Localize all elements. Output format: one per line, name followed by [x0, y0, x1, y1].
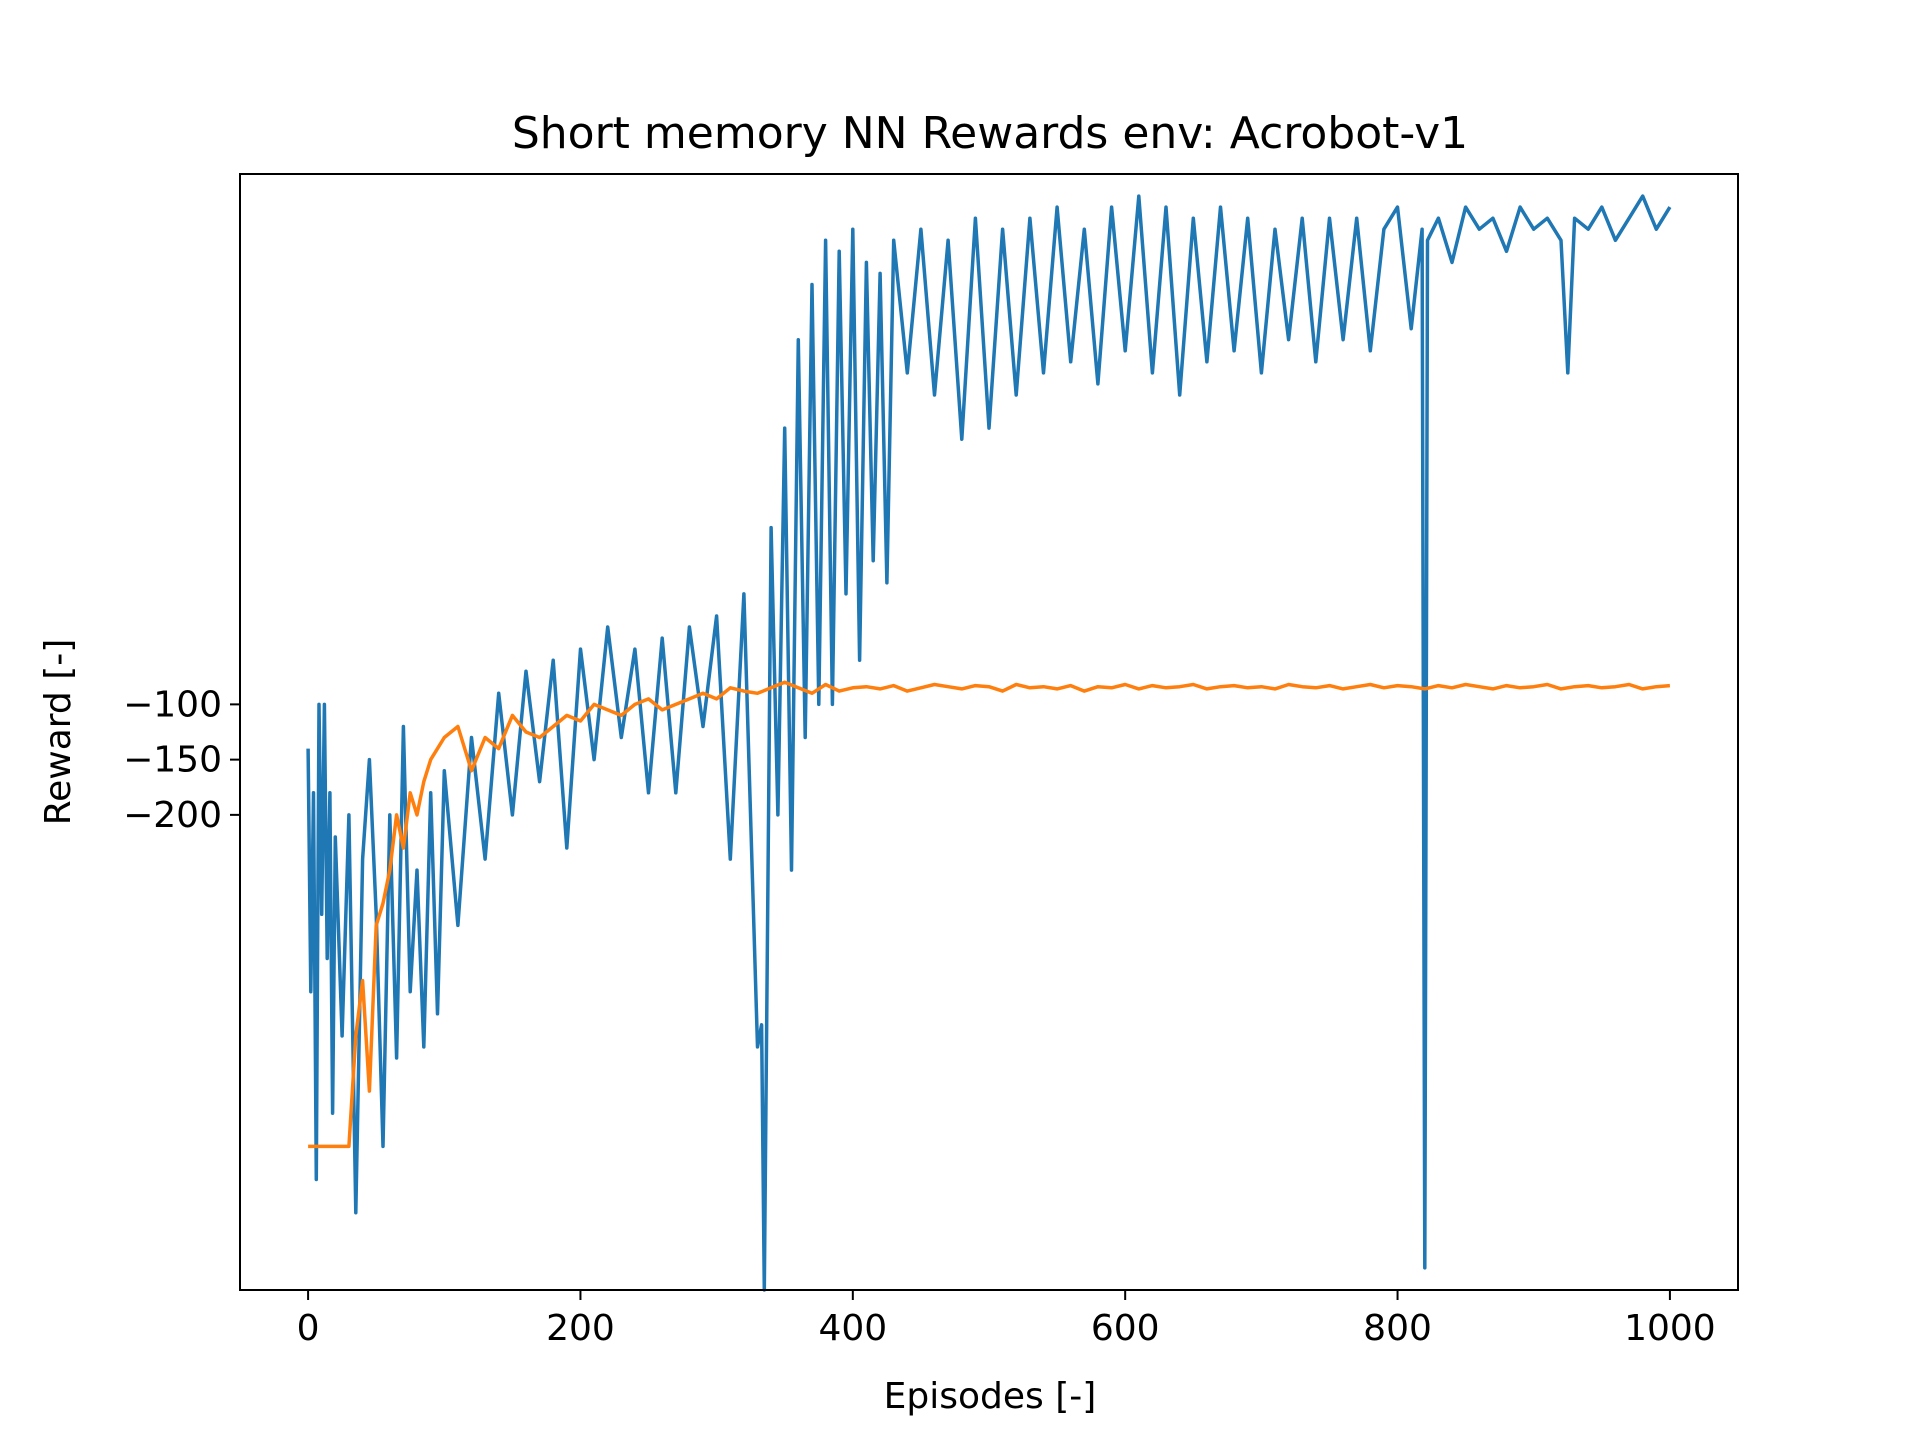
x-tick-label: 800 [1363, 1308, 1432, 1349]
x-tick-label: 600 [1091, 1308, 1160, 1349]
y-tick-label: −100 [123, 684, 222, 725]
series-layer [306, 194, 1672, 1292]
x-tick-label: 0 [297, 1308, 320, 1349]
series-line-1 [306, 194, 1672, 1292]
y-axis-label: Reward [-] [38, 639, 79, 826]
x-tick-label: 1000 [1624, 1308, 1716, 1349]
y-tick-label: −150 [123, 740, 222, 781]
axes-frame [239, 173, 1739, 1291]
x-axis-label: Episodes [-] [884, 1376, 1097, 1417]
plot-area: 0 200 400 600 800 1000 −100 −150 −200 [123, 173, 1739, 1349]
x-axis: 0 200 400 600 800 1000 [297, 1290, 1716, 1349]
x-tick-label: 400 [818, 1308, 887, 1349]
series-line-2 [308, 680, 1671, 1149]
y-tick-label: −200 [123, 795, 222, 836]
x-tick-label: 200 [546, 1308, 615, 1349]
y-axis: −100 −150 −200 [123, 684, 240, 836]
chart-title: Short memory NN Rewards env: Acrobot-v1 [512, 108, 1468, 159]
